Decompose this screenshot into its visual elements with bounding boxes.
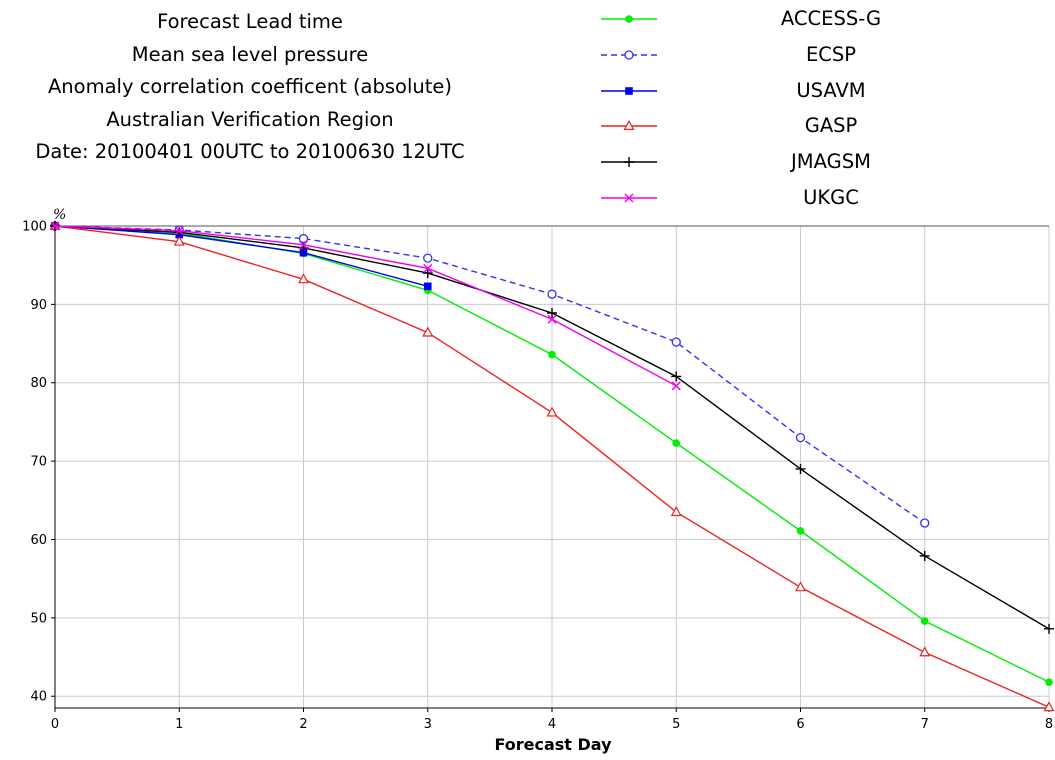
data-point-access-g: [920, 617, 929, 625]
data-point-ecsp: [920, 518, 930, 528]
data-point-ecsp: [547, 289, 557, 299]
legend-swatch-ukgc: [601, 193, 657, 203]
legend-entry-ecsp: ECSP: [595, 38, 915, 74]
legend-entry-usavm: USAVM: [595, 74, 915, 110]
legend-swatch-jmagsm: [601, 157, 657, 168]
data-point-jmagsm: [422, 268, 433, 279]
data-point-ukgc: [547, 314, 557, 324]
x-tick-label: 4: [548, 717, 556, 732]
chart-legend: ACCESS-G ECSP USAVM GASP JMAGSM UKGC: [595, 2, 915, 217]
x-tick-label: 5: [672, 717, 680, 732]
x-tick-label: 7: [921, 717, 929, 732]
x-tick-label: 1: [175, 717, 183, 732]
chart-subtitle-metric: Anomaly correlation coefficent (absolute…: [47, 75, 453, 98]
x-tick-label: 2: [299, 717, 307, 732]
series-line-ecsp: [54, 225, 926, 524]
legend-label-usavm: USAVM: [796, 78, 866, 102]
legend-entry-gasp: GASP: [595, 109, 915, 145]
data-point-ecsp: [795, 432, 806, 443]
legend-marker-gasp: [623, 120, 635, 131]
axes: 0 1 2 3 4 5 6 7 8 40 50 60 70 80 90 100: [22, 220, 1053, 733]
x-tick-label: 8: [1045, 717, 1053, 732]
legend-entry-ukgc: UKGC: [595, 181, 915, 217]
data-point-jmagsm: [1044, 623, 1054, 634]
data-point-access-g: [672, 439, 681, 447]
series-jmagsm: [50, 221, 1054, 634]
series-ecsp: [50, 221, 930, 528]
data-point-ukgc: [423, 263, 433, 273]
legend-swatch-usavm: [601, 86, 657, 95]
legend-swatch-access-g: [601, 15, 657, 23]
legend-label-ecsp: ECSP: [805, 42, 857, 66]
legend-marker-ecsp: [624, 50, 634, 60]
data-point-gasp: [546, 406, 558, 417]
data-point-access-g: [1045, 678, 1053, 686]
data-point-jmagsm: [795, 463, 806, 474]
y-tick-label: 60: [30, 533, 47, 548]
legend-marker-ukgc: [624, 193, 634, 203]
x-tick-label: 3: [424, 717, 432, 732]
legend-swatch-ecsp: [601, 50, 657, 60]
chart-title: Forecast Lead time: [157, 10, 343, 33]
data-point-usavm: [423, 282, 432, 291]
data-point-gasp: [794, 581, 807, 592]
y-tick-label: 100: [22, 220, 47, 235]
data-point-access-g: [548, 350, 556, 359]
series-group: [49, 219, 1055, 712]
chart-title-block: Forecast Lead time Mean sea level pressu…: [0, 6, 500, 169]
legend-marker-access-g: [625, 15, 633, 23]
data-point-ukgc: [50, 221, 60, 231]
data-point-access-g: [796, 527, 805, 535]
data-point-gasp: [173, 235, 185, 246]
chart-subtitle-variable: Mean sea level pressure: [131, 42, 369, 66]
data-point-gasp: [670, 506, 682, 517]
data-point-ukgc: [299, 240, 308, 250]
data-point-gasp: [422, 326, 434, 337]
y-tick-label: 70: [30, 455, 47, 470]
data-point-gasp: [297, 273, 310, 284]
legend-entry-access-g: ACCESS-G: [595, 2, 915, 38]
y-axis-unit-label: %: [53, 207, 66, 223]
legend-label-ukgc: UKGC: [803, 185, 859, 209]
x-tick-label: 6: [796, 717, 804, 732]
data-point-ecsp: [423, 253, 433, 263]
chart-subtitle-date: Date: 20100401 00UTC to 20100630 12UTC: [35, 140, 465, 163]
x-axis-title: Forecast Day: [494, 735, 612, 754]
y-tick-label: 40: [30, 690, 47, 705]
legend-swatch-gasp: [601, 120, 657, 131]
y-tick-label: 90: [30, 298, 47, 313]
legend-label-gasp: GASP: [804, 114, 858, 138]
series-line-ukgc: [54, 225, 677, 387]
legend-marker-usavm: [625, 86, 633, 95]
series-ukgc: [50, 221, 681, 391]
chart-subtitle-region: Australian Verification Region: [106, 107, 394, 131]
data-point-jmagsm: [174, 227, 185, 238]
series-gasp: [49, 219, 1055, 712]
data-point-jmagsm: [671, 371, 682, 382]
data-point-gasp: [1043, 701, 1055, 712]
legend-label-jmagsm: JMAGSM: [791, 150, 871, 174]
data-point-ukgc: [174, 226, 184, 236]
x-tick-label: 0: [51, 717, 59, 732]
data-point-ecsp: [298, 233, 309, 244]
legend-label-access-g: ACCESS-G: [780, 7, 882, 30]
y-tick-label: 50: [30, 611, 47, 626]
data-point-ukgc: [671, 381, 681, 391]
y-tick-label: 80: [30, 376, 47, 391]
data-point-gasp: [919, 646, 931, 657]
data-point-jmagsm: [919, 550, 930, 561]
legend-marker-jmagsm: [624, 157, 634, 168]
data-point-ecsp: [671, 337, 681, 347]
legend-entry-jmagsm: JMAGSM: [595, 145, 915, 181]
series-line-usavm: [54, 225, 428, 288]
data-point-jmagsm: [547, 307, 557, 318]
